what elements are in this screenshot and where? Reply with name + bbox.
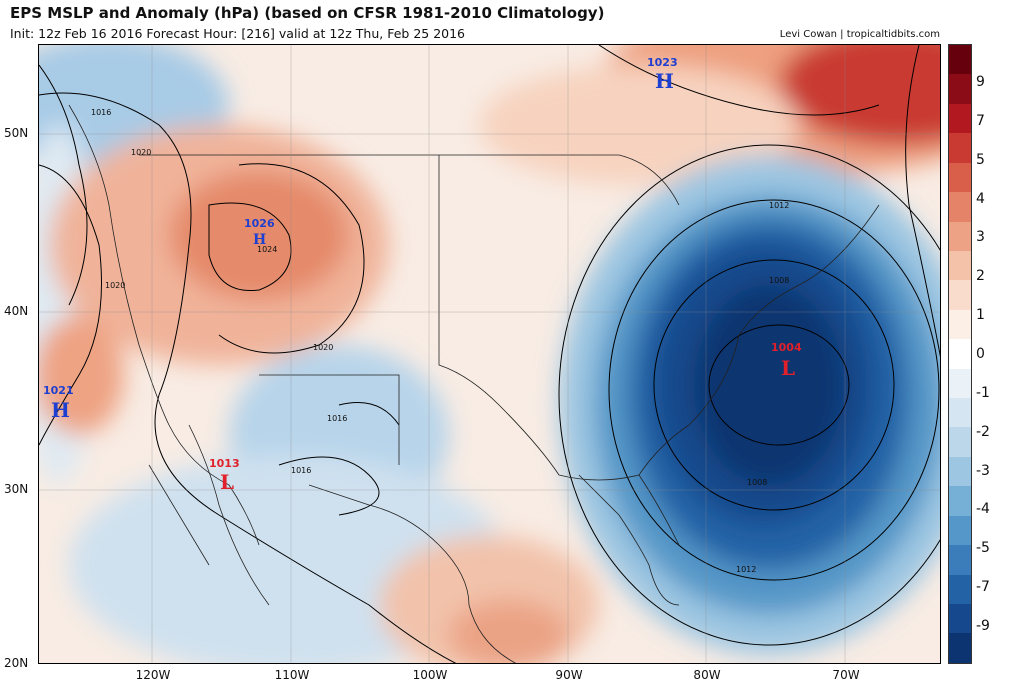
colorbar-label: 2 bbox=[976, 268, 985, 285]
high-center-value: 1026 bbox=[244, 217, 275, 230]
colorbar-label: -4 bbox=[976, 501, 990, 518]
isobar-label: 1020 bbox=[313, 343, 333, 352]
colorbar-segment bbox=[949, 74, 971, 104]
colorbar-label: 7 bbox=[976, 112, 985, 129]
low-center-marker: L bbox=[220, 470, 234, 494]
colorbar-segment bbox=[949, 574, 971, 605]
colorbar-segment bbox=[949, 456, 971, 487]
colorbar-label: 5 bbox=[976, 151, 985, 168]
anomaly-map: 1016 1020 1024 1020 1020 1016 1016 1012 … bbox=[39, 45, 940, 663]
colorbar-label: 0 bbox=[976, 346, 985, 362]
colorbar-label: -7 bbox=[976, 579, 990, 596]
isobars bbox=[39, 45, 940, 663]
isobar-label: 1016 bbox=[327, 414, 347, 423]
low-center-marker: L bbox=[781, 356, 795, 380]
colorbar-segment bbox=[949, 545, 971, 575]
colorbar-segment bbox=[949, 162, 971, 193]
colorbar-label: -2 bbox=[976, 423, 990, 440]
high-center-value: 1023 bbox=[647, 56, 678, 69]
lon-label: 90W bbox=[555, 668, 583, 682]
colorbar-segment bbox=[949, 427, 971, 457]
colorbar-label: -9 bbox=[976, 618, 990, 634]
isobar-label: 1024 bbox=[257, 245, 277, 254]
colorbar-segment bbox=[949, 515, 971, 546]
colorbar-segment bbox=[949, 133, 971, 163]
colorbar-label: -1 bbox=[976, 384, 990, 401]
chart-subtitle: Init: 12z Feb 16 2016 Forecast Hour: [21… bbox=[10, 26, 466, 41]
colorbar-segment bbox=[949, 309, 971, 340]
lat-label: 30N bbox=[4, 482, 29, 496]
isobar-label: 1012 bbox=[769, 201, 789, 210]
credit-text: Levi Cowan | tropicaltidbits.com bbox=[779, 29, 940, 40]
lon-label: 110W bbox=[274, 668, 310, 682]
isobar-label: 1020 bbox=[105, 281, 125, 290]
lat-label: 20N bbox=[4, 656, 29, 670]
low-center-value: 1013 bbox=[209, 457, 240, 470]
high-center-marker: H bbox=[253, 232, 266, 248]
isobar-labels: 1016 1020 1024 1020 1020 1016 1016 1012 … bbox=[91, 108, 789, 574]
isobar-label: 1016 bbox=[291, 466, 311, 475]
colorbar-segment bbox=[949, 339, 971, 369]
colorbar-segment bbox=[949, 368, 971, 399]
colorbar-label: 9 bbox=[976, 74, 985, 90]
colorbar-label: 1 bbox=[976, 307, 985, 324]
lon-label: 70W bbox=[832, 668, 860, 682]
isobar-label: 1008 bbox=[747, 478, 767, 487]
isobar-label: 1016 bbox=[91, 108, 111, 117]
colorbar bbox=[948, 44, 972, 664]
pressure-centers: 1023 H 1026 H 1021 H 1013 L 1004 L bbox=[43, 56, 802, 494]
colorbar-segment bbox=[949, 604, 971, 634]
lon-label: 100W bbox=[412, 668, 448, 682]
graticule bbox=[39, 45, 940, 663]
high-center-marker: H bbox=[655, 69, 674, 93]
colorbar-segment bbox=[949, 192, 971, 222]
colorbar-label: 4 bbox=[976, 190, 985, 207]
colorbar-label: 3 bbox=[976, 229, 985, 246]
colorbar-segment bbox=[949, 45, 971, 75]
lat-label: 50N bbox=[4, 126, 29, 140]
lon-label: 80W bbox=[693, 668, 721, 682]
colorbar-segment bbox=[949, 221, 971, 251]
colorbar-segment bbox=[949, 398, 971, 428]
colorbar-label: -5 bbox=[976, 540, 990, 557]
lat-label: 40N bbox=[4, 304, 29, 318]
isobar-label: 1012 bbox=[736, 565, 756, 574]
colorbar-segment bbox=[949, 103, 971, 134]
colorbar-segment bbox=[949, 250, 971, 281]
lon-label: 120W bbox=[135, 668, 171, 682]
isobar-label: 1008 bbox=[769, 276, 789, 285]
colorbar-label: -3 bbox=[976, 462, 990, 479]
colorbar-segment bbox=[949, 633, 971, 663]
isobar-label: 1020 bbox=[131, 148, 151, 157]
chart-title: EPS MSLP and Anomaly (hPa) (based on CFS… bbox=[10, 4, 605, 22]
high-center-value: 1021 bbox=[43, 384, 74, 397]
high-center-marker: H bbox=[51, 398, 70, 422]
colorbar-segment bbox=[949, 280, 971, 310]
map-panel: 1016 1020 1024 1020 1020 1016 1016 1012 … bbox=[38, 44, 941, 664]
low-center-value: 1004 bbox=[771, 341, 802, 354]
colorbar-segment bbox=[949, 486, 971, 516]
